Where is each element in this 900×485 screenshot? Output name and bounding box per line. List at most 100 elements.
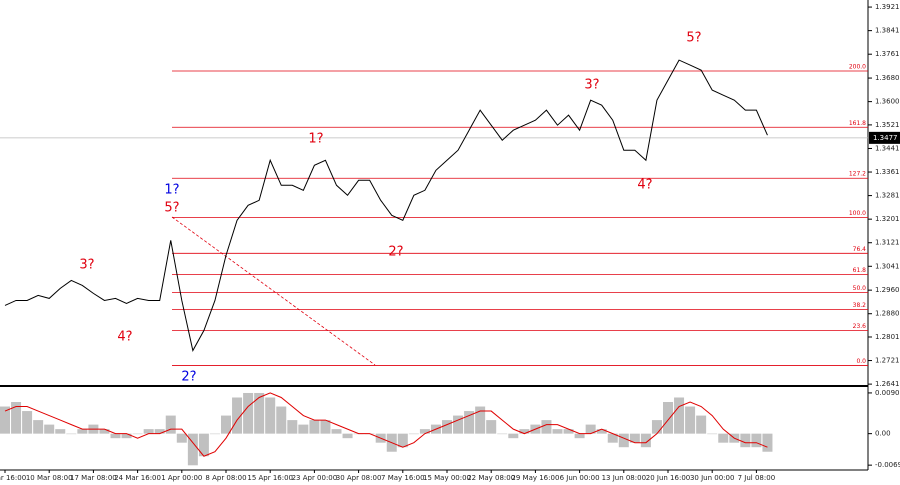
macd-bar bbox=[309, 420, 320, 434]
wave-label: 1? bbox=[308, 132, 323, 147]
x-tick-label: 24 Mar 16:00 bbox=[114, 474, 161, 482]
y-tick-label: 1.2721 bbox=[875, 357, 900, 365]
macd-bar bbox=[607, 433, 618, 443]
macd-bar bbox=[486, 420, 497, 434]
macd-bar bbox=[276, 406, 287, 434]
fib-level-label: 23.6 bbox=[853, 323, 867, 330]
macd-bar bbox=[44, 424, 55, 434]
x-tick-label: 17 Mar 08:00 bbox=[70, 474, 117, 482]
fib-level-label: 61.8 bbox=[853, 267, 867, 274]
y-tick-label: 1.3281 bbox=[875, 192, 900, 200]
macd-bar bbox=[11, 402, 22, 434]
y-tick-label: 1.3201 bbox=[875, 215, 900, 223]
fib-level-label: 161.8 bbox=[849, 120, 866, 127]
macd-bar bbox=[165, 415, 176, 434]
macd-bar bbox=[198, 433, 209, 457]
macd-bar bbox=[519, 429, 530, 434]
macd-bar bbox=[453, 415, 464, 434]
x-tick-label: 20 Jun 16:00 bbox=[646, 474, 690, 482]
macd-bar bbox=[154, 429, 165, 434]
macd-bar bbox=[475, 406, 486, 434]
y-tick-label: 1.3680 bbox=[875, 74, 900, 82]
wave-label: 4? bbox=[117, 330, 132, 345]
macd-bar bbox=[442, 420, 452, 434]
macd-bar bbox=[265, 397, 276, 434]
wave-label: 3? bbox=[79, 258, 94, 273]
current-price-label: 1.3477 bbox=[873, 134, 898, 142]
macd-bar bbox=[187, 433, 198, 466]
macd-bar bbox=[618, 433, 629, 448]
macd-bar bbox=[176, 433, 187, 443]
macd-bar bbox=[209, 433, 220, 435]
price-line bbox=[4, 59, 768, 352]
x-tick-label: 7 May 16:00 bbox=[381, 474, 425, 482]
macd-bar bbox=[298, 424, 309, 434]
macd-bar bbox=[718, 433, 729, 443]
macd-bar bbox=[629, 433, 640, 443]
y-tick-label: 1.3441 bbox=[875, 144, 900, 152]
x-tick-label: 30 Apr 08:00 bbox=[336, 474, 382, 482]
wave-label: 5? bbox=[686, 31, 701, 46]
macd-bar bbox=[232, 397, 243, 434]
macd-bar bbox=[563, 429, 574, 434]
macd-bar bbox=[0, 406, 10, 434]
macd-bar bbox=[663, 402, 673, 434]
x-tick-label: 6 Mar 16:00 bbox=[0, 474, 26, 482]
macd-bar bbox=[287, 420, 298, 434]
signal-line bbox=[4, 392, 768, 457]
x-tick-label: 10 Mar 08:00 bbox=[26, 474, 73, 482]
macd-bar bbox=[121, 433, 132, 439]
macd-bar bbox=[685, 406, 696, 434]
y-tick-label: 1.3121 bbox=[875, 239, 900, 247]
macd-bar bbox=[541, 420, 552, 434]
fib-level-label: 0.0 bbox=[856, 358, 866, 365]
macd-bar bbox=[22, 411, 33, 434]
y-tick-label: 1.2801 bbox=[875, 333, 900, 341]
x-tick-label: 6 Jun 00:00 bbox=[560, 474, 600, 482]
macd-bar bbox=[143, 429, 154, 434]
y-tick-label: 1.2641 bbox=[875, 380, 900, 388]
fib-level-label: 76.4 bbox=[853, 246, 867, 253]
macd-bar bbox=[408, 433, 419, 435]
macd-bar bbox=[740, 433, 751, 448]
macd-bar bbox=[55, 429, 66, 434]
x-tick-label: 7 Jul 08:00 bbox=[738, 474, 776, 482]
macd-bar bbox=[110, 433, 121, 439]
macd-bar bbox=[574, 433, 585, 439]
macd-bar bbox=[132, 433, 143, 435]
y-tick-label: 1.3600 bbox=[875, 98, 900, 106]
current-price-box bbox=[869, 131, 900, 144]
wave-label: 5? bbox=[164, 201, 179, 216]
x-tick-label: 23 Apr 00:00 bbox=[292, 474, 338, 482]
macd-bar bbox=[651, 420, 662, 434]
macd-bar bbox=[464, 411, 475, 434]
macd-bar bbox=[585, 424, 596, 434]
x-tick-label: 1 Apr 00:00 bbox=[161, 474, 202, 482]
fib-level-label: 127.2 bbox=[849, 171, 866, 178]
macd-bar bbox=[674, 397, 685, 434]
macd-bar bbox=[707, 433, 718, 435]
x-tick-label: 30 Jun 00:00 bbox=[690, 474, 734, 482]
fib-level-label: 100.0 bbox=[849, 210, 866, 217]
x-tick-label: 13 Jun 08:00 bbox=[602, 474, 646, 482]
wave-label: 4? bbox=[637, 178, 652, 193]
fib-level-label: 200.0 bbox=[849, 63, 866, 70]
x-tick-label: 15 May 00:00 bbox=[423, 474, 471, 482]
macd-bar bbox=[497, 433, 508, 435]
macd-bar bbox=[254, 392, 265, 434]
y-tick-label: 1.3921 bbox=[875, 3, 900, 11]
wave-label: 2? bbox=[388, 245, 403, 260]
macd-bar bbox=[762, 433, 773, 452]
fib-level-label: 50.0 bbox=[853, 285, 867, 292]
trend-line bbox=[171, 216, 376, 366]
y-tick-label: 1.3521 bbox=[875, 121, 900, 129]
x-tick-label: 15 Apr 16:00 bbox=[247, 474, 293, 482]
y-tick-label: 1.3361 bbox=[875, 168, 900, 176]
macd-bar bbox=[419, 429, 430, 434]
macd-bar bbox=[696, 415, 707, 434]
macd-y-tick-label: -0.00697 bbox=[875, 461, 900, 469]
macd-bar bbox=[99, 429, 110, 434]
wave-label: 3? bbox=[584, 78, 599, 93]
macd-bar bbox=[331, 429, 342, 434]
